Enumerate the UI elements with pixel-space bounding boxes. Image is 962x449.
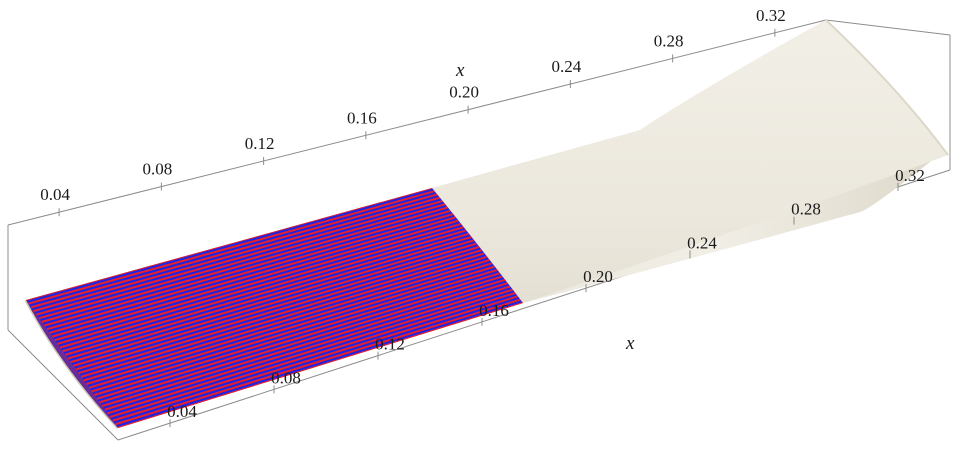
stripe-line [49,216,456,334]
bottom-axis: 0.04 0.08 0.12 0.16 0.20 0.24 0.28 0.32 x [167,166,925,428]
stripe-line [34,198,442,314]
stripe-line [67,239,474,360]
stripe-line [73,246,480,367]
stripe-line [94,272,500,397]
top-axis-tick-label: 0.20 [449,83,479,102]
stripe-line [32,195,439,311]
bottom-axis-tick-label: 0.20 [583,267,613,286]
stripe-line [82,257,489,380]
stripe-line [28,190,435,305]
stripe-line [87,264,494,387]
stripe-line [112,295,519,422]
stripe-line [105,287,512,413]
stripe-line [109,292,516,419]
stripe-line [104,285,511,411]
stripe-line [36,200,443,316]
stripe-line [90,267,497,391]
bottom-axis-tick-label: 0.28 [791,200,821,219]
stripe-line [29,191,437,307]
stripe-line [51,219,459,338]
stripe-line [86,262,493,386]
stripe-line [71,244,478,366]
stripe-line [83,259,490,382]
stripe-line [38,203,446,320]
stripe-line [66,237,473,358]
bottom-axis-tick-label: 0.32 [895,166,925,185]
bottom-axis-tick-label: 0.24 [687,233,717,252]
bottom-axis-tick-label: 0.08 [271,368,301,387]
stripe-line [48,214,455,333]
stripe-line [33,196,441,313]
stripe-line [95,274,502,398]
stripe-line [69,241,476,362]
stripe-line [46,213,454,331]
stripe-line [54,223,461,342]
bottom-axis-tick-label: 0.04 [167,402,197,421]
stripe-line [41,206,448,324]
stripe-line [97,277,504,402]
stripe-line [78,252,485,375]
top-axis-tick-label: 0.04 [40,185,70,204]
stripe-line [63,234,471,355]
top-axis-tick-label: 0.24 [552,57,582,76]
stripe-line [27,188,434,303]
stripe-line [37,201,444,318]
top-axis-title: x [455,60,465,81]
stripe-line [61,231,468,351]
stripe-line [65,236,472,356]
stripe-line [88,265,495,389]
stripe-line [40,205,447,322]
stripe-line [30,193,438,309]
stripe-line [45,211,452,329]
stripe-line [103,283,510,409]
stripe-line [100,280,507,406]
stripe-line [116,300,523,428]
top-axis-tick-label: 0.12 [245,134,275,153]
stripe-line [115,298,521,426]
stripe-line [92,270,499,395]
stripe-line [101,282,508,408]
top-axis: 0.04 0.08 0.12 0.16 0.20 0.24 0.28 0.32 x [40,6,786,217]
stripe-line [55,224,463,344]
stripe-line [79,254,486,377]
stripe-line [108,290,515,417]
stripe-line [113,297,520,424]
stripe-line [96,275,503,400]
stripe-line [62,232,469,353]
stripe-line [58,228,465,347]
stripe-line [74,247,481,369]
stripe-line [111,293,517,420]
bottom-axis-title: x [625,333,635,354]
stripe-line [50,218,458,336]
stripe-line [44,209,451,327]
stripe-line [84,260,491,384]
stripe-line [107,288,513,415]
top-axis-tick-label: 0.28 [654,31,684,50]
top-axis-tick-label: 0.16 [347,108,377,127]
bottom-axis-tick-label: 0.12 [375,335,405,354]
stripe-line [80,255,487,378]
stripe-line [42,208,450,325]
stripe-line [99,278,506,404]
stripe-line [59,229,467,349]
stripe-line [76,251,484,373]
top-axis-tick-label: 0.32 [756,6,786,25]
stripe-line [75,249,482,371]
stripe-line [26,188,433,302]
top-axis-tick-label: 0.08 [143,160,173,179]
stripe-line [57,226,464,345]
bottom-axis-tick-label: 0.16 [479,301,509,320]
stripe-line [53,221,460,340]
stripe-line [70,242,477,364]
stripe-line [91,269,498,393]
